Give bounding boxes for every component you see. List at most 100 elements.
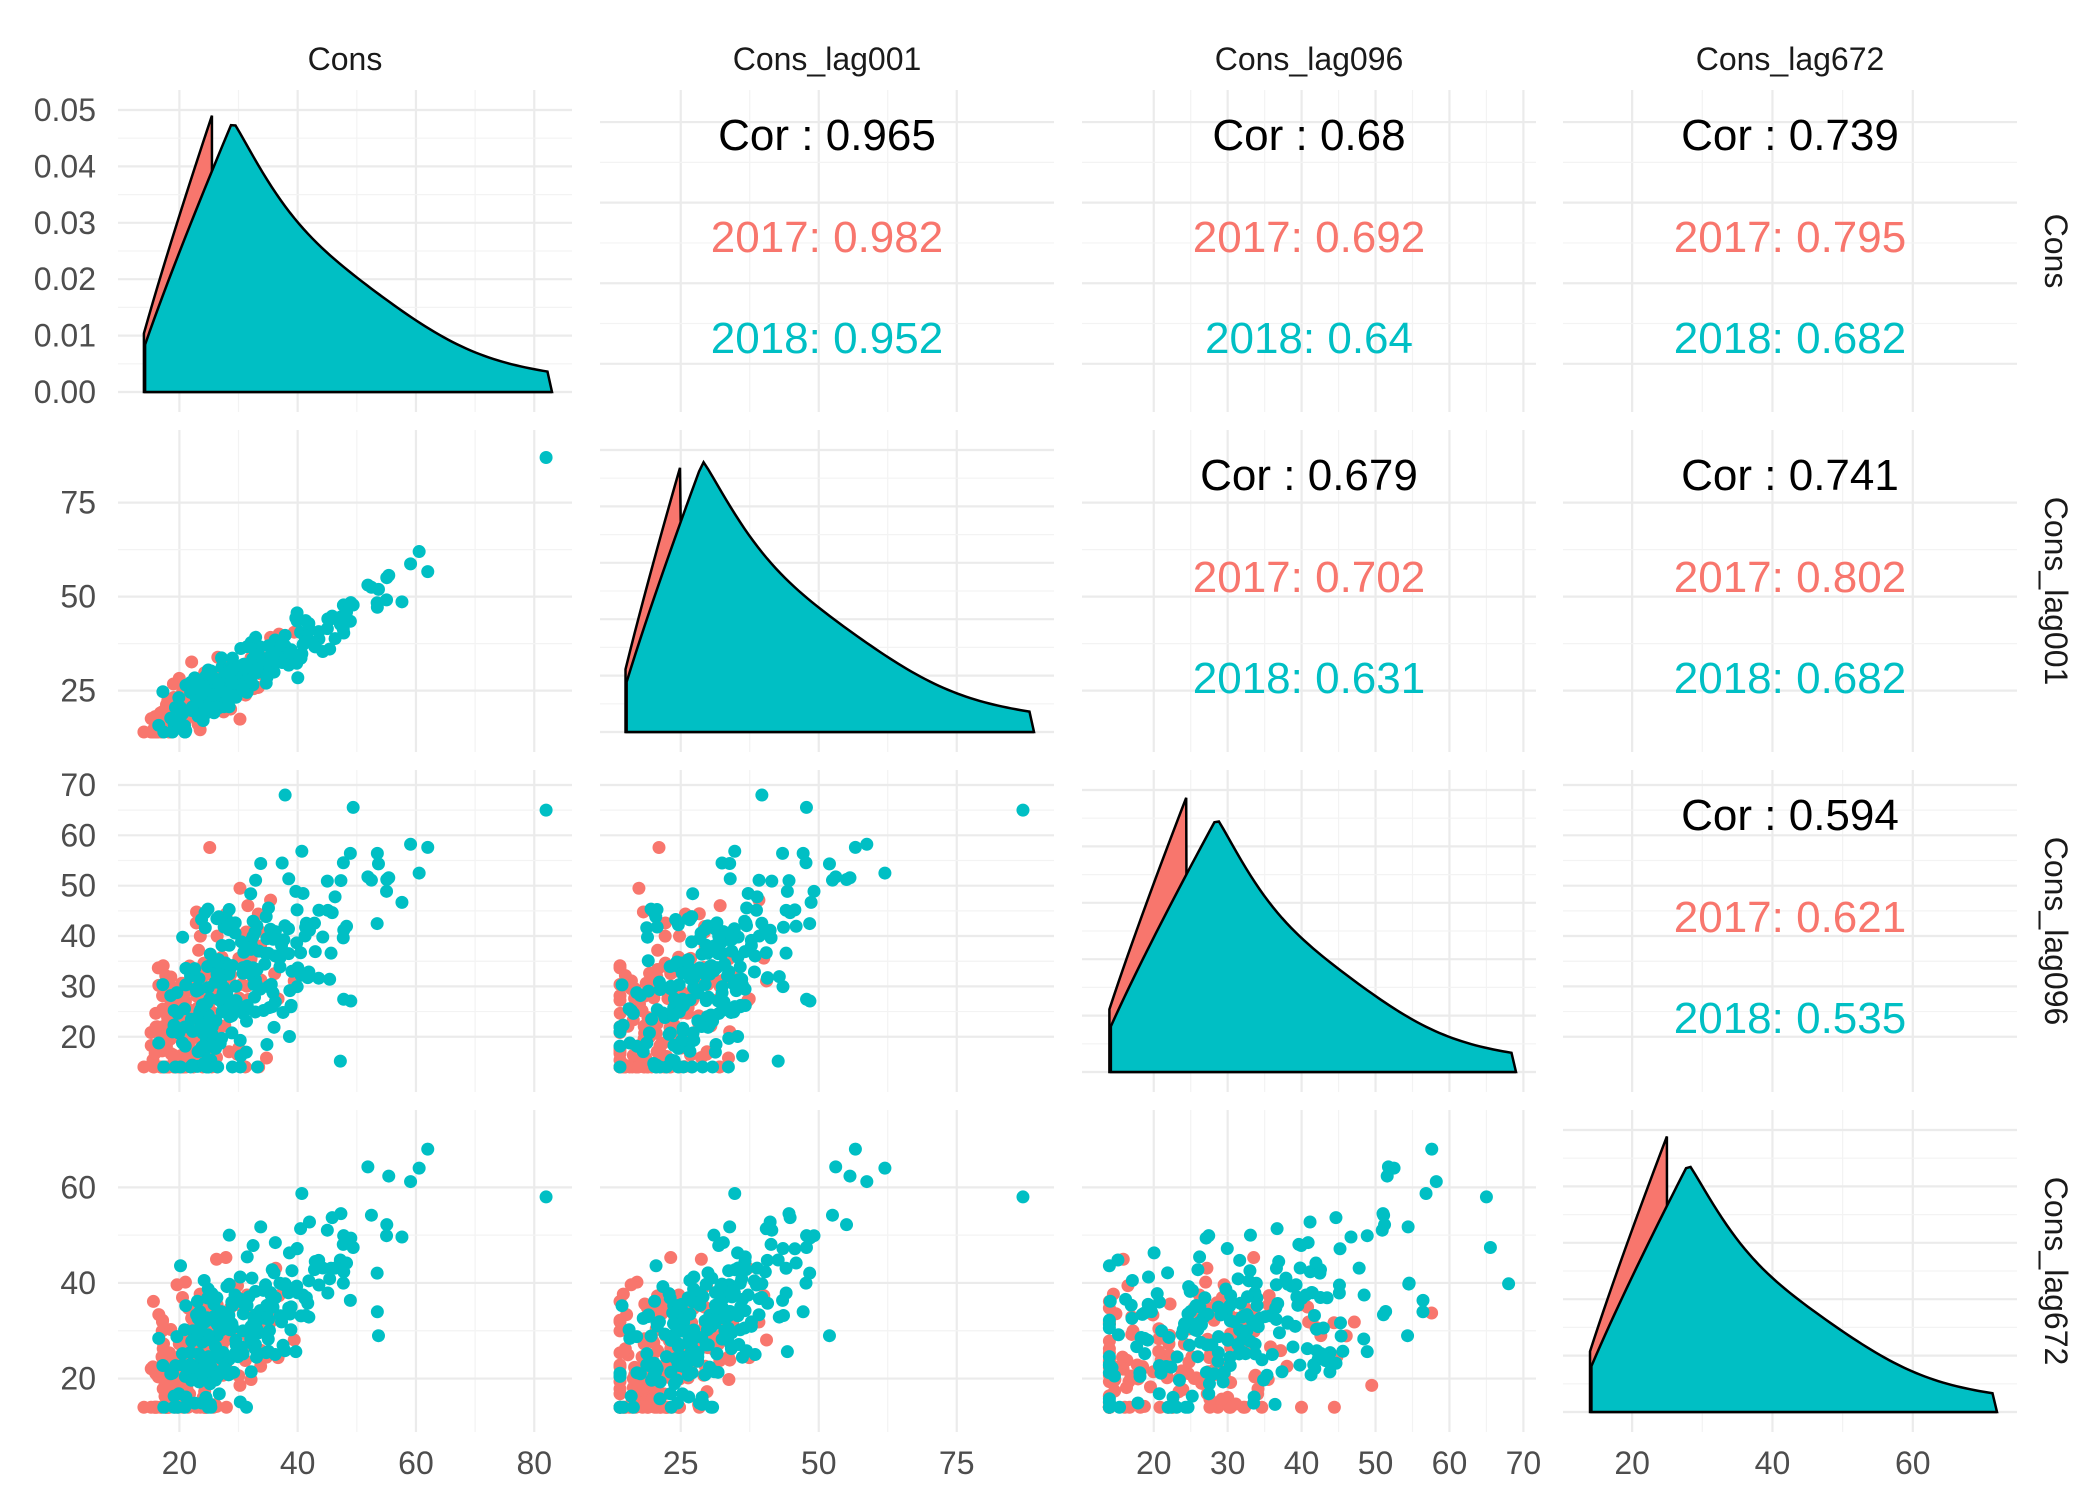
point-2018-92 (780, 1345, 794, 1359)
point-2018-146 (755, 788, 769, 802)
point-2018-117 (681, 912, 695, 926)
point-2018-139 (782, 1207, 796, 1221)
point-2018-196 (1270, 1222, 1284, 1236)
point-2018-141 (659, 1060, 673, 1074)
point-2018-141 (1102, 1350, 1116, 1364)
point-2018-144 (206, 1038, 220, 1052)
point-2018-193 (191, 1010, 205, 1024)
point-2018-196 (294, 946, 308, 960)
cor-2017: 2017: 0.982 (711, 213, 943, 262)
point-2018-118 (1387, 1161, 1401, 1175)
point-2017-59 (192, 943, 206, 957)
ytick-cons_lag001-50: 50 (60, 579, 96, 615)
point-2018-137 (615, 978, 629, 992)
point-2018-114 (685, 1060, 699, 1074)
point-2018-107 (1142, 1270, 1156, 1284)
panel-cons_lag001-cons_lag672: Cor : 0.741 2017: 0.802 2018: 0.682 (1563, 430, 2017, 752)
point-2018-148 (848, 1142, 862, 1156)
point-2018-11 (747, 965, 761, 979)
point-2018-219 (647, 1356, 661, 1370)
point-2018-45 (664, 1400, 678, 1414)
point-2018-226 (302, 617, 316, 631)
point-2018-59 (316, 930, 330, 944)
point-2018-66 (404, 837, 418, 851)
point-2018-208 (380, 571, 394, 585)
point-2018-134 (395, 895, 409, 909)
point-2018-118 (412, 1161, 426, 1175)
point-2018-129 (174, 1259, 188, 1273)
point-2018-187 (641, 930, 655, 944)
point-2017-10 (233, 712, 247, 726)
point-2018-127 (1202, 1377, 1216, 1391)
cor-2018: 2018: 0.682 (1674, 654, 1906, 703)
point-2018-144 (667, 1038, 681, 1052)
point-2018-96 (650, 920, 664, 934)
point-2018-109 (212, 1368, 226, 1382)
point-2018-214 (693, 932, 707, 946)
point-2017-163 (613, 1315, 627, 1329)
strip-top-cons_lag001: Cons_lag001 (733, 41, 922, 77)
point-2017-88 (722, 1373, 736, 1387)
point-2018-70 (235, 935, 249, 949)
point-2018-50 (273, 960, 287, 974)
point-2018-104 (1243, 1264, 1257, 1278)
point-2018-229 (283, 646, 297, 660)
point-2018-86 (222, 903, 236, 917)
point-2018-198 (236, 1324, 250, 1338)
point-2018-183 (228, 1346, 242, 1360)
point-2018-229 (283, 1307, 297, 1321)
point-2018-172 (715, 1332, 729, 1346)
point-2018-160 (789, 1256, 803, 1270)
point-2018-216 (1102, 1400, 1116, 1414)
point-2018-137 (179, 1299, 193, 1313)
ytick-cons_lag096-40: 40 (60, 918, 96, 954)
panel-cons_lag096-cons_lag096 (1082, 770, 1536, 1092)
panel-cons_lag096-cons_lag672: Cor : 0.594 2017: 0.621 2018: 0.535 (1563, 770, 2017, 1092)
cor-2017: 2017: 0.802 (1674, 553, 1906, 602)
point-2018-230 (1016, 803, 1030, 817)
point-2018-118 (878, 1161, 892, 1175)
xtick-cons_lag096-60: 60 (1432, 1445, 1468, 1481)
point-2018-186 (156, 685, 170, 699)
point-2018-114 (685, 1366, 699, 1380)
point-2018-223 (239, 1045, 253, 1059)
point-2018-224 (364, 580, 378, 594)
point-2018-182 (741, 1288, 755, 1302)
point-2017-159 (616, 1287, 630, 1301)
point-2018-33 (324, 946, 338, 960)
point-2018-182 (1357, 1288, 1371, 1302)
point-2018-67 (1166, 1390, 1180, 1404)
point-2018-188 (712, 1239, 726, 1253)
point-2018-1 (267, 1020, 281, 1034)
point-2018-222 (728, 1000, 742, 1014)
point-2018-177 (764, 1237, 778, 1251)
point-2018-50 (733, 960, 747, 974)
point-2018-91 (170, 1330, 184, 1344)
point-2018-78 (212, 1387, 226, 1401)
point-2018-190 (264, 977, 278, 991)
point-2018-203 (240, 640, 254, 654)
point-2018-199 (1251, 1320, 1265, 1334)
ytick-density-0.00: 0.00 (34, 374, 96, 410)
point-2017-163 (155, 1315, 169, 1329)
point-2018-66 (860, 837, 874, 851)
point-2018-224 (364, 1208, 378, 1222)
point-2018-149 (776, 1293, 790, 1307)
point-2018-206 (1137, 1331, 1151, 1345)
point-2018-146 (1502, 1277, 1516, 1291)
point-2018-222 (265, 647, 279, 661)
point-2018-98 (382, 1169, 396, 1183)
point-2018-140 (320, 1223, 334, 1237)
point-2018-63 (771, 1253, 785, 1267)
point-2018-64 (211, 1060, 225, 1074)
ytick-cons_lag001-25: 25 (60, 673, 96, 709)
point-2018-219 (1329, 1356, 1343, 1370)
ytick-cons_lag001-75: 75 (60, 485, 96, 521)
cor-overall: Cor : 0.68 (1212, 111, 1405, 160)
point-2018-149 (776, 846, 790, 860)
point-2018-209 (803, 994, 817, 1008)
point-2018-19 (1216, 1375, 1230, 1389)
point-2018-185 (371, 857, 385, 871)
xtick-cons_lag001-50: 50 (801, 1445, 837, 1481)
point-2018-209 (1199, 1231, 1213, 1245)
